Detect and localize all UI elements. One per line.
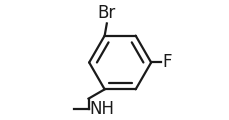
Text: Br: Br: [97, 4, 115, 22]
Text: NH: NH: [89, 100, 114, 118]
Text: F: F: [162, 54, 171, 72]
